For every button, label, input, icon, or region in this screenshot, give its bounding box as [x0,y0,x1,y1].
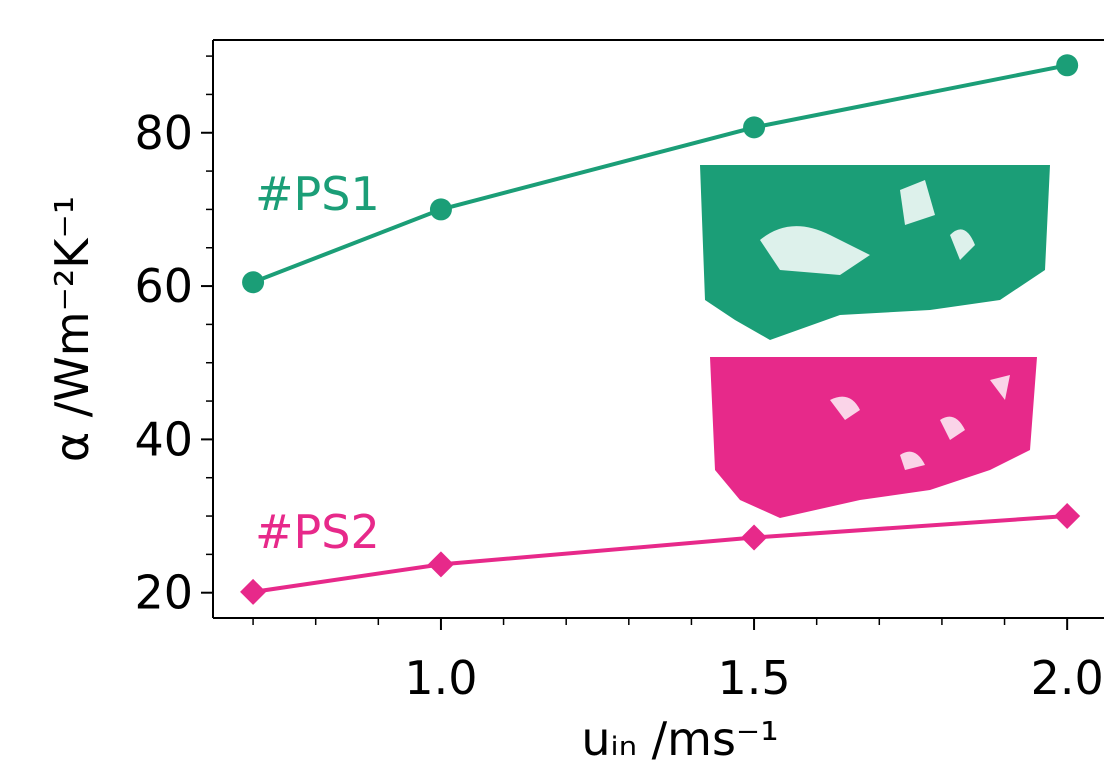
point [430,198,452,220]
series-label: #PS1 [255,167,380,221]
point [240,579,266,605]
point [242,271,264,293]
point [741,525,767,551]
y-tick-label: 40 [134,412,193,466]
point [428,551,454,577]
point [743,116,765,138]
inset-structures [700,165,1050,518]
point [1056,54,1078,76]
y-tick-label: 60 [134,259,193,313]
point [1054,503,1080,529]
x-axis-label: uᵢₙ /ms⁻¹ [581,712,778,766]
y-tick-label: 80 [134,106,193,160]
chart: uᵢₙ /ms⁻¹ α /Wm⁻²K⁻¹ 20 40 60 80 1.0 1.5 2.0 #P… [0,0,1104,773]
series-label: #PS2 [255,505,380,559]
y-axis-label: α /Wm⁻²K⁻¹ [45,196,99,462]
x-tick-label: 2.0 [1031,651,1104,705]
x-tick-label: 1.0 [404,651,477,705]
inset-ps2 [710,357,1037,518]
inset-ps1 [700,165,1050,340]
x-tick-label: 1.5 [717,651,790,705]
y-tick-label: 20 [134,566,193,620]
